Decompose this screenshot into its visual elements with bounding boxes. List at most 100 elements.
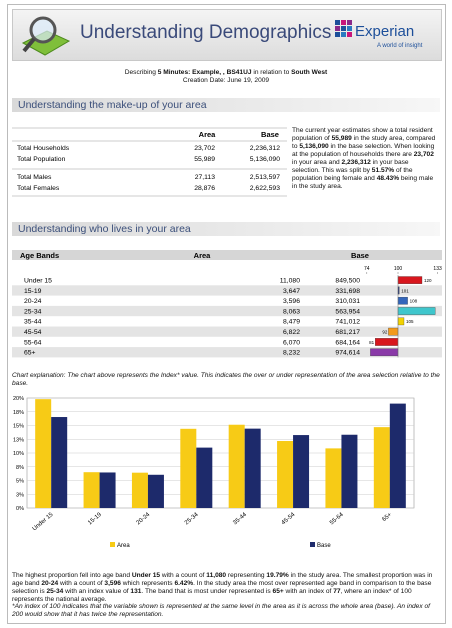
text-segment: Describing — [124, 69, 158, 76]
bar — [277, 441, 294, 508]
index-bar — [397, 317, 405, 326]
description: Describing 5 Minutes: Example, , BS41UJ … — [12, 69, 440, 77]
section-title: Understanding who lives in your area — [18, 223, 191, 235]
section-bar: Understanding the make-up of your area — [12, 98, 440, 112]
index-label: 81 — [369, 340, 375, 345]
bar-chart: 0% 3% 5% 8% 10% 13% 15% 18% 20% Under 15 15-19 20-2… — [13, 396, 415, 549]
row-shade — [12, 326, 442, 337]
column-header: Base — [351, 251, 369, 260]
header: Experian A world of insight — [12, 9, 442, 61]
cell: 6,070 — [283, 339, 300, 346]
index-label: 101 — [401, 288, 409, 293]
legend-swatch — [310, 542, 315, 547]
row-shade — [12, 347, 442, 358]
bar — [83, 472, 100, 508]
cell: 563,954 — [335, 308, 360, 315]
x-tick-label: 55-64 — [329, 512, 345, 527]
text-segment: in relation to — [251, 69, 292, 76]
text-segment: . In the study area the most over repres… — [12, 580, 432, 595]
text-segment: 2,236,312 — [341, 159, 371, 166]
bar — [196, 447, 213, 508]
text-segment: 55,989 — [331, 135, 352, 142]
bar — [180, 428, 197, 508]
text-segment: 19.79% — [266, 572, 289, 579]
text-segment: with an index of — [283, 588, 334, 595]
index-bar — [397, 276, 423, 284]
legend-label: Area — [117, 543, 130, 549]
section-title: Understanding the make-up of your area — [18, 99, 207, 111]
bar — [228, 424, 245, 508]
cell: 8,232 — [283, 350, 300, 357]
y-tick-label: 13% — [13, 437, 24, 443]
index-label: 120 — [424, 278, 432, 283]
text-segment: 11,080 — [206, 572, 227, 579]
row-label: 20-24 — [24, 298, 42, 305]
text-segment: 6.42% — [174, 580, 194, 587]
y-tick-label: 20% — [13, 396, 24, 402]
bar — [51, 417, 68, 508]
bar — [147, 474, 164, 508]
logo-text: Experian — [355, 23, 414, 40]
row-shade — [12, 305, 442, 317]
summary-table: Area Base Total Households 23,702 2,236,312 T… — [12, 127, 287, 197]
column-header: Age Bands — [20, 251, 59, 260]
cell: 6,822 — [283, 329, 300, 336]
row-label: Under 15 — [24, 277, 52, 284]
cell: 684,164 — [335, 339, 360, 346]
row-label: Total Males — [17, 174, 52, 181]
y-tick-label: 15% — [13, 424, 24, 430]
x-tick-label: 15-19 — [87, 512, 103, 527]
chart-explanation: Chart explanation: The chart above repre… — [12, 372, 440, 387]
row-label: 25-34 — [24, 308, 42, 315]
text-segment: The highest proportion fell into age ban… — [12, 572, 132, 579]
legend-label: Base — [317, 543, 331, 549]
text-segment: representing — [226, 572, 267, 579]
header-icon — [21, 16, 71, 56]
cell: 5,136,090 — [250, 156, 280, 163]
y-tick-label: 0% — [16, 506, 24, 512]
row-label: 15-19 — [24, 288, 42, 295]
text-segment: . The band that is most under represente… — [141, 588, 273, 595]
footnote: *An index of 100 indicates that the vari… — [12, 603, 430, 618]
header-title: Understanding Demographics — [80, 22, 332, 43]
row-label: Total Households — [17, 145, 70, 152]
text-segment: with an index value of — [63, 588, 131, 595]
bar — [341, 434, 358, 508]
text-segment: Under 15 — [131, 572, 161, 579]
age-table: Age Bands Area Base 74 100 133 Under 15 11,080 8… — [12, 250, 442, 358]
x-tick-label: 25-34 — [184, 512, 200, 527]
column-header: Base — [261, 130, 279, 139]
cell: 23,702 — [194, 145, 215, 152]
cell: 55,989 — [194, 156, 215, 163]
y-tick-label: 10% — [13, 451, 24, 457]
index-tick-label: 100 — [394, 266, 403, 272]
index-label: 92 — [382, 329, 388, 334]
cell: 331,698 — [335, 288, 360, 295]
text-segment: South West — [291, 69, 328, 76]
text-segment: 77 — [333, 588, 341, 595]
row-label: Total Females — [17, 185, 60, 192]
cell: 741,012 — [335, 319, 360, 326]
experian-logo: Experian A world of insight — [335, 20, 423, 49]
bar — [244, 428, 261, 508]
y-tick-label: 18% — [13, 410, 24, 416]
x-tick-label: 20-24 — [136, 512, 152, 527]
text-segment: of the population being female and — [292, 167, 413, 182]
cell: 2,236,312 — [250, 145, 280, 152]
text-segment: in the base selection. When looking at t… — [292, 143, 435, 158]
cell: 3,596 — [283, 298, 300, 305]
index-label: 105 — [406, 319, 414, 324]
bar — [35, 399, 52, 508]
text-segment: with a count of — [160, 572, 207, 579]
logo-tagline: A world of insight — [377, 43, 423, 49]
cell: 974,614 — [335, 350, 360, 357]
text-segment: in your base selection. This was split b… — [292, 159, 409, 174]
y-tick-label: 8% — [16, 465, 24, 471]
text-segment: 25-34 — [46, 588, 64, 595]
index-bar — [397, 296, 408, 305]
cell: 8,479 — [283, 319, 300, 326]
section-bar: Understanding who lives in your area — [12, 222, 440, 236]
summary-text: The highest proportion fell into age ban… — [12, 572, 440, 604]
cell: 11,080 — [280, 277, 301, 284]
